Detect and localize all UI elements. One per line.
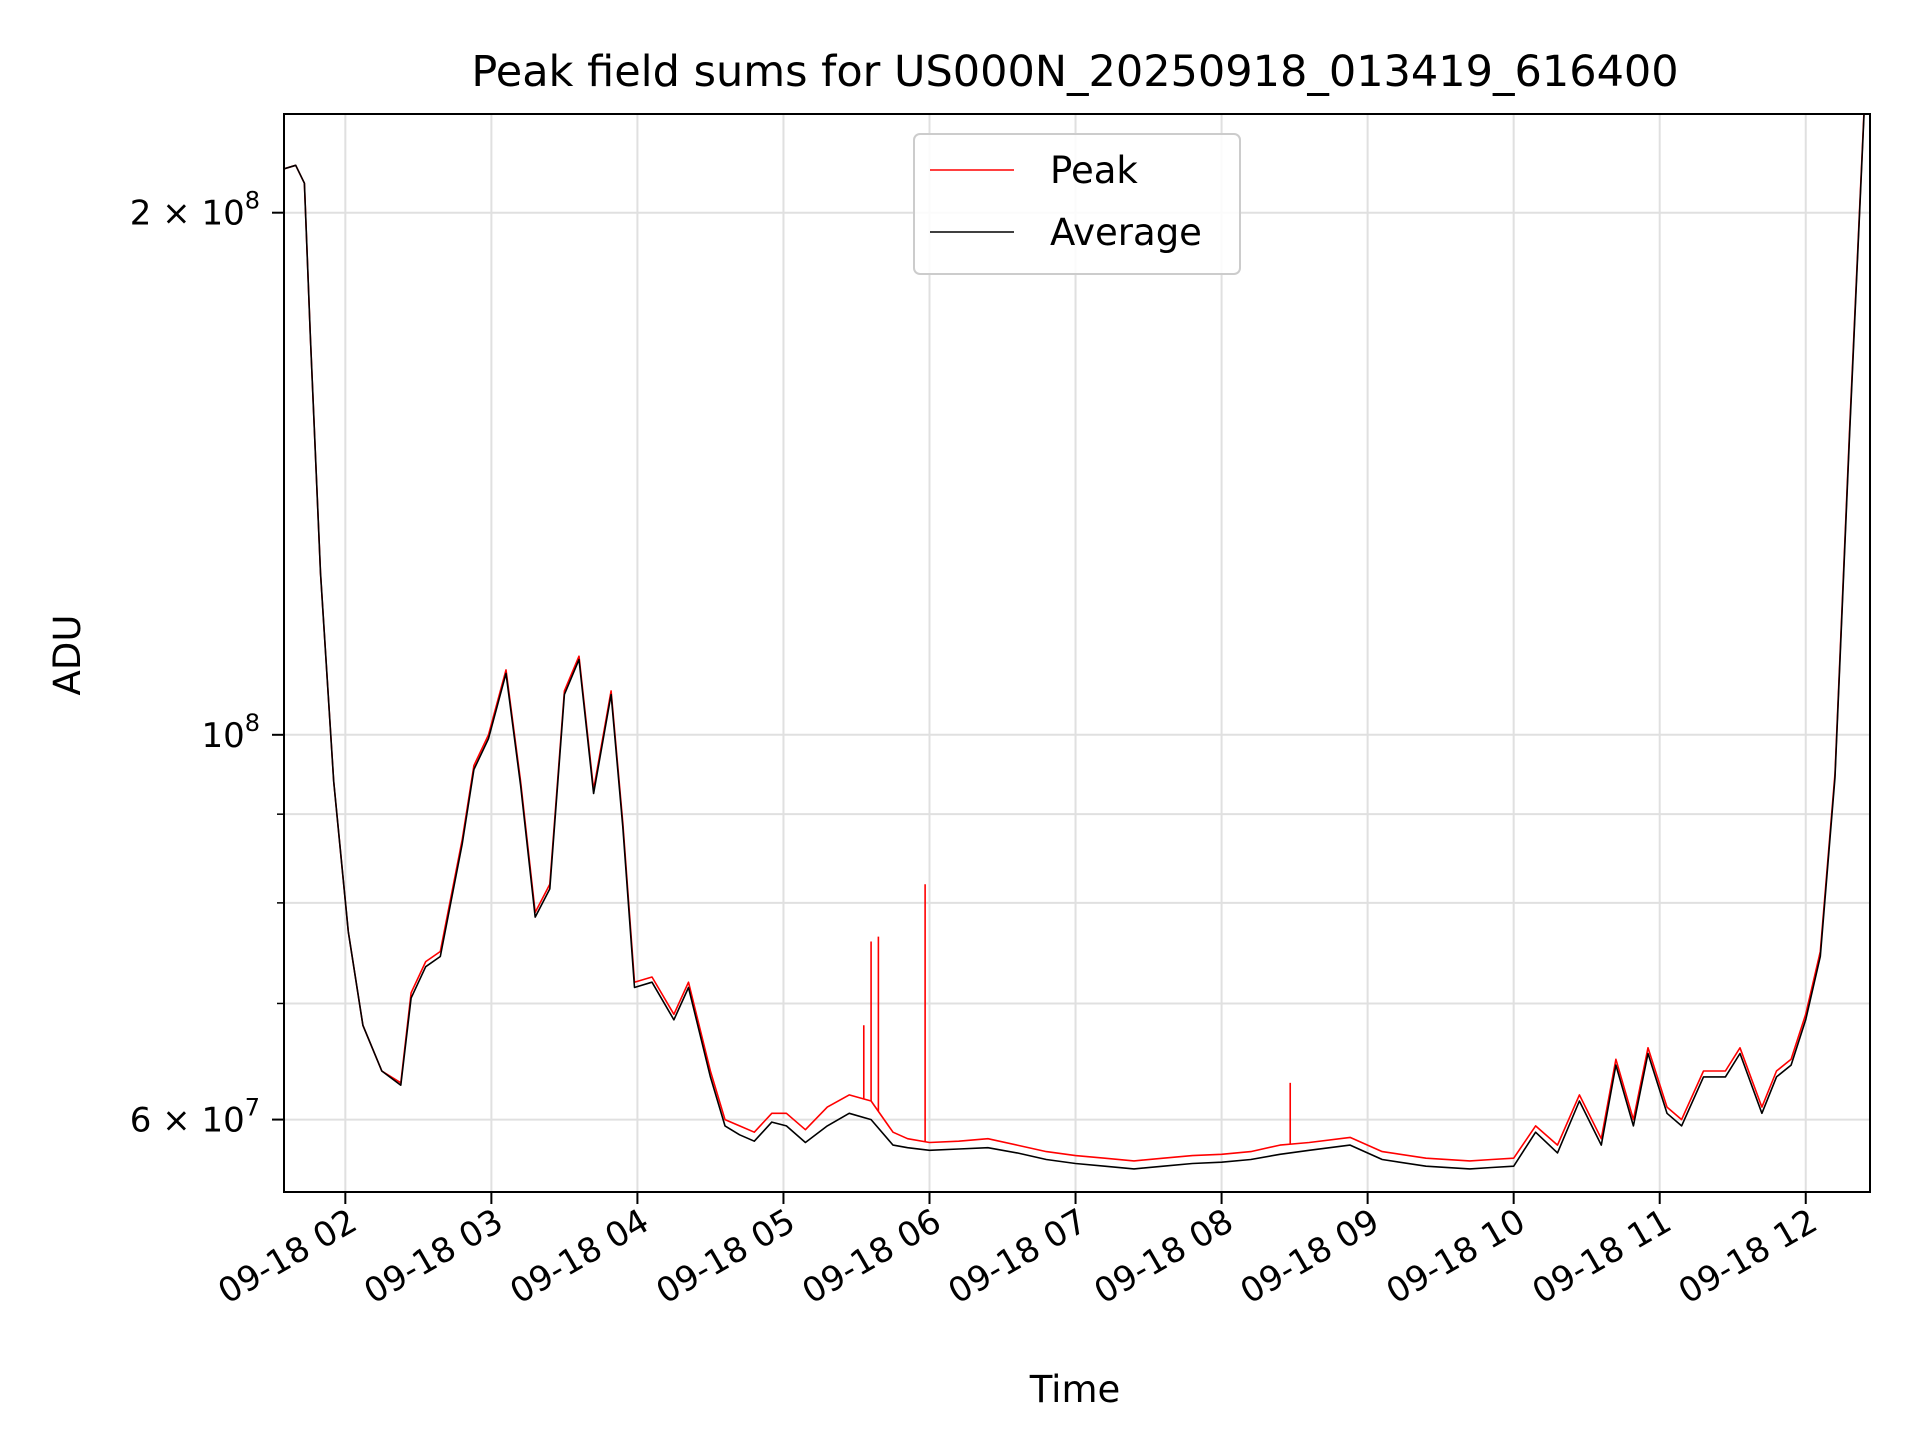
series-layer	[284, 114, 1865, 1170]
y-tick-label: 108	[201, 709, 260, 756]
series-line-average	[284, 114, 1865, 1170]
chart-title: Peak field sums for US000N_20250918_0134…	[471, 47, 1678, 97]
legend: Peak Average	[913, 133, 1241, 275]
plot-frame	[283, 113, 1871, 1193]
x-axis-label: Time	[1029, 1368, 1121, 1411]
y-tick-label: 2 × 108	[130, 187, 260, 234]
y-axis-label: ADU	[46, 615, 89, 696]
y-tick-label: 6 × 107	[130, 1094, 260, 1141]
y-axis: 6 × 107 108 2 × 108	[130, 187, 284, 1141]
legend-label-average: Average	[1050, 211, 1202, 254]
legend-label-peak: Peak	[1050, 149, 1138, 192]
legend-box	[913, 133, 1241, 275]
